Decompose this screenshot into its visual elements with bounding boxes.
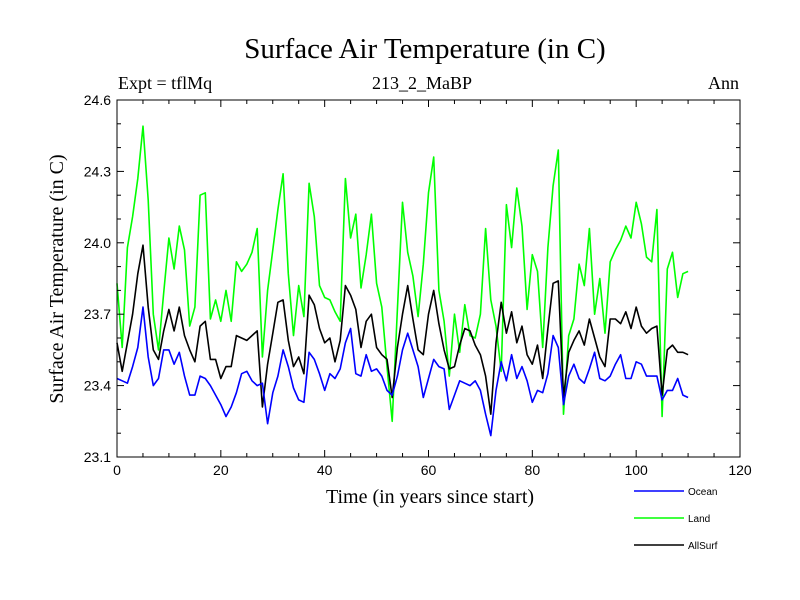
series-line-allsurf [116, 244, 689, 416]
legend-label-allsurf: AllSurf [688, 541, 718, 552]
y-tick-label: 24.0 [84, 235, 111, 251]
series-line-ocean [116, 306, 689, 437]
x-tick-label: 120 [728, 462, 752, 478]
x-tick-label: 100 [624, 462, 648, 478]
series-line-land [116, 125, 689, 423]
x-axis-label: Time (in years since start) [326, 486, 534, 508]
chart-title: Surface Air Temperature (in C) [244, 33, 605, 65]
x-tick-label: 40 [317, 462, 333, 478]
x-tick-label: 0 [113, 462, 121, 478]
x-tick-label: 80 [525, 462, 541, 478]
period-label: 213_2_MaBP [372, 73, 472, 93]
y-tick-label: 24.3 [84, 163, 111, 179]
x-tick-label: 60 [421, 462, 437, 478]
legend: Ocean Land AllSurf [634, 487, 718, 552]
plot-frame [116, 99, 741, 458]
axes: 0 20 40 60 80 100 120 23.1 23.4 23.7 24.0 24.3 24.6 [84, 92, 752, 478]
season-label: Ann [708, 73, 739, 93]
y-tick-label: 24.6 [84, 92, 111, 108]
y-axis-label: Surface Air Temperature (in C) [46, 154, 68, 403]
y-tick-label: 23.1 [84, 449, 111, 465]
x-tick-label: 20 [213, 462, 229, 478]
experiment-label: Expt = tflMq [118, 73, 212, 93]
legend-label-ocean: Ocean [688, 487, 717, 498]
y-tick-label: 23.4 [84, 378, 111, 394]
plot-area [116, 125, 689, 437]
legend-label-land: Land [688, 514, 710, 525]
y-tick-label: 23.7 [84, 306, 111, 322]
